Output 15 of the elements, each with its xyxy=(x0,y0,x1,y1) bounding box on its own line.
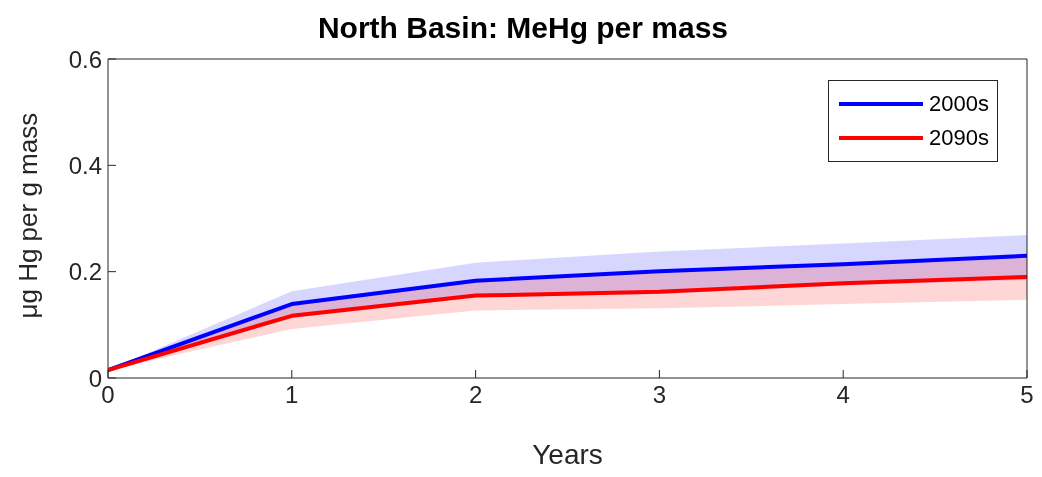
line-series xyxy=(108,274,1027,373)
x-tick-label: 3 xyxy=(652,381,667,409)
legend-label: 2000s xyxy=(929,91,989,117)
y-axis-title: μg Hg per g mass xyxy=(13,112,44,319)
chart-title: North Basin: MeHg per mass xyxy=(317,11,729,44)
y-tick-label: 0 xyxy=(88,364,102,392)
y-tick-label: 0.2 xyxy=(68,258,102,286)
x-tick-label: 4 xyxy=(836,381,850,409)
y-tick-label: 0.6 xyxy=(68,45,102,73)
x-tick-label: 5 xyxy=(1020,381,1034,409)
x-tick-label: 1 xyxy=(285,381,299,409)
y-tick-label: 0.4 xyxy=(68,151,102,179)
legend-label: 2090s xyxy=(929,125,989,151)
x-axis-title: Years xyxy=(532,439,603,470)
x-tick-label: 2 xyxy=(468,381,483,409)
